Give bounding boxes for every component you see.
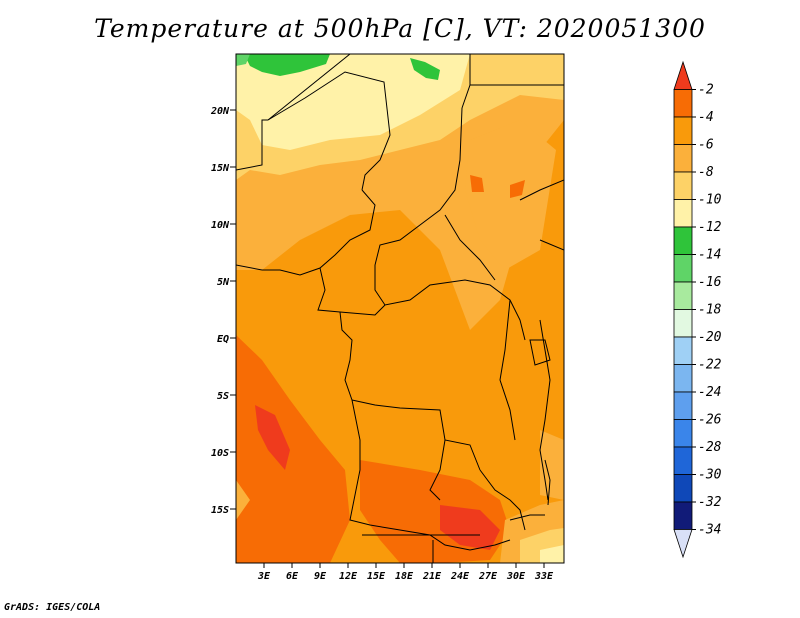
colorbar-box xyxy=(673,474,693,503)
colorbar-box xyxy=(673,226,693,255)
colorbar-label: -34 xyxy=(698,523,721,538)
colorbar-label: -4 xyxy=(698,110,714,125)
lon-tick-label: 15E xyxy=(367,571,386,582)
plot-frame xyxy=(235,53,565,564)
latitude-axis xyxy=(230,109,236,510)
colorbar-label: -20 xyxy=(698,330,722,345)
colorbar-box xyxy=(673,309,693,338)
lon-tick-label: 21E xyxy=(422,571,442,582)
colorbar-box xyxy=(673,254,693,283)
colorbar-box xyxy=(673,171,693,200)
colorbar-box xyxy=(673,364,693,393)
footer-credit: GrADS: IGES/COLA xyxy=(4,602,101,613)
colorbar-label: -26 xyxy=(698,413,722,428)
colorbar-label: -16 xyxy=(698,275,722,290)
colorbar: -2 -4 -6 -8 -10 -12 -14 -16 -18 -20 -22 -24 -26 -28 -3… xyxy=(673,60,722,559)
longitude-axis xyxy=(263,563,545,568)
lon-tick-label: 27E xyxy=(478,571,498,582)
lat-tick-label: 15N xyxy=(211,163,230,174)
colorbar-label: -12 xyxy=(698,220,722,235)
lon-tick-label: 12E xyxy=(339,571,358,582)
map-title: Temperature at 500hPa [C], VT: 202005130… xyxy=(94,14,706,43)
colorbar-box xyxy=(673,116,693,145)
colorbar-box xyxy=(673,144,693,173)
lon-tick-label: 18E xyxy=(395,571,414,582)
lat-tick-label: 5S xyxy=(217,391,229,402)
colorbar-box xyxy=(673,89,693,118)
lat-tick-label: 10N xyxy=(211,220,230,231)
colorbar-box xyxy=(673,446,693,475)
lon-tick-label: 30E xyxy=(506,571,526,582)
colorbar-box xyxy=(673,501,693,530)
lat-tick-label: 10S xyxy=(211,448,229,459)
colorbar-min-arrow xyxy=(673,529,693,559)
country-borders xyxy=(236,54,564,563)
lat-tick-label: 5N xyxy=(217,277,230,288)
colorbar-box xyxy=(673,199,693,228)
lon-tick-label: 33E xyxy=(534,571,554,582)
lon-tick-label: 24E xyxy=(450,571,470,582)
colorbar-box xyxy=(673,391,693,420)
lat-tick-label: EQ xyxy=(217,334,229,345)
colorbar-label: -8 xyxy=(698,165,714,180)
colorbar-max-arrow xyxy=(673,60,693,90)
lon-tick-label: 3E xyxy=(257,571,271,582)
colorbar-label: -2 xyxy=(698,83,714,98)
colorbar-label: -18 xyxy=(698,303,722,318)
lon-tick-label: 9E xyxy=(314,571,327,582)
lon-tick-label: 6E xyxy=(286,571,299,582)
lat-tick-label: 15S xyxy=(211,505,229,516)
colorbar-label: -22 xyxy=(698,358,722,373)
colorbar-label: -32 xyxy=(698,495,722,510)
lat-tick-label: 20N xyxy=(210,106,230,117)
colorbar-label: -14 xyxy=(698,248,721,263)
colorbar-box xyxy=(673,419,693,448)
colorbar-label: -6 xyxy=(698,138,714,153)
colorbar-label: -24 xyxy=(698,385,721,400)
colorbar-box xyxy=(673,281,693,310)
colorbar-label: -28 xyxy=(698,440,722,455)
colorbar-box xyxy=(673,336,693,365)
colorbar-label: -30 xyxy=(698,468,722,483)
colorbar-label: -10 xyxy=(698,193,722,208)
